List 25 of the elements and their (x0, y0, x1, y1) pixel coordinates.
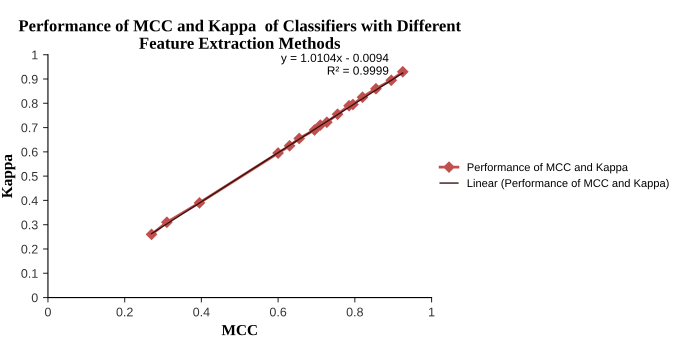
x-tick-label: 0 (44, 308, 51, 316)
chart-title: Performance of MCC and Kappa of Classifiers with Different Feature Extraction Methods (18, 20, 462, 49)
x-tick-label: 0.2 (116, 308, 133, 316)
legend-label: Linear (Performance of MCC and Kappa) (468, 178, 669, 190)
y-tick-label: 0.9 (21, 74, 38, 84)
y-tick-label: 1 (32, 50, 38, 60)
y-tick-label: 0.3 (21, 220, 38, 230)
y-tick-label: 0 (32, 293, 38, 302)
x-tick-label: 0.4 (193, 308, 210, 316)
y-tick-label: 0.4 (21, 196, 38, 206)
y-tick-label: 0.1 (21, 269, 38, 278)
y-tick-label: 0.6 (21, 148, 38, 156)
y-axis-title: Kappa (2, 154, 16, 198)
x-tick-label: 1 (429, 308, 434, 316)
legend-label: Performance of MCC and Kappa (468, 162, 628, 174)
x-tick-label: 0.8 (346, 308, 363, 316)
x-tick-label: 0.6 (270, 308, 286, 316)
y-tick-label: 0.5 (21, 172, 38, 181)
y-tick-label: 0.2 (21, 244, 38, 254)
x-axis-title: MCC (222, 324, 257, 336)
annotation: y = 1.0104x - 0.0094 R² = 0.9999 (280, 54, 389, 75)
y-tick-label: 0.8 (21, 99, 38, 108)
y-tick-label: 0.7 (21, 123, 38, 132)
point (146, 228, 158, 240)
point (397, 66, 408, 78)
